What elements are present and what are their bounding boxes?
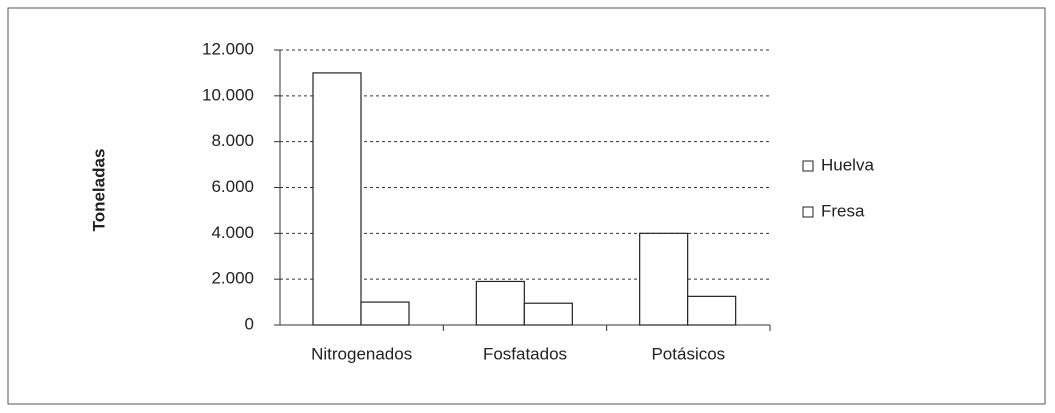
bar	[360, 301, 410, 326]
y-tick-label: 2.000	[211, 269, 254, 288]
x-tick-label: Fosfatados	[483, 344, 567, 363]
y-axis-title: Toneladas	[89, 149, 108, 232]
y-tick-label: 10.000	[202, 85, 254, 104]
x-tick-label: Potásicos	[651, 344, 725, 363]
legend-swatch	[802, 206, 814, 218]
frame	[7, 7, 1046, 405]
legend-label: Fresa	[821, 201, 865, 220]
bar	[475, 280, 525, 326]
y-tick-label: 4.000	[211, 223, 254, 242]
bar	[687, 295, 737, 326]
y-tick-label: 0	[245, 314, 254, 333]
y-tick-label: 6.000	[211, 177, 254, 196]
bar	[639, 232, 689, 326]
legend-swatch	[802, 160, 814, 172]
x-tick-label: Nitrogenados	[311, 344, 412, 363]
y-tick-label: 12.000	[202, 39, 254, 58]
bar	[312, 72, 362, 326]
legend-label: Huelva	[821, 155, 874, 174]
bar	[523, 302, 573, 326]
y-tick-label: 8.000	[211, 131, 254, 150]
